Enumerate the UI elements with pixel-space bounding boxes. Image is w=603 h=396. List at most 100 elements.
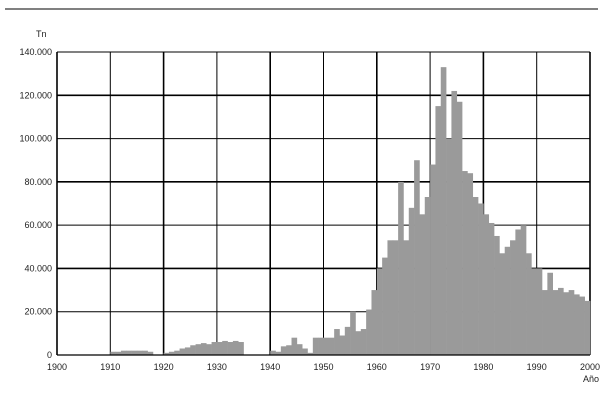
bar — [163, 352, 170, 355]
bar — [142, 350, 148, 355]
bar — [376, 268, 383, 355]
bar — [366, 309, 372, 355]
y-tick-label: 0 — [47, 350, 52, 360]
y-tick-label: 120.000 — [19, 90, 52, 100]
bar — [286, 345, 292, 355]
bar — [488, 222, 495, 355]
y-tick-label: 140.000 — [19, 47, 52, 57]
bar — [520, 225, 527, 355]
x-tick-label: 1980 — [473, 362, 493, 372]
bar — [211, 342, 218, 355]
bar — [568, 290, 575, 355]
bar — [216, 342, 223, 355]
bar — [547, 272, 553, 355]
bar — [302, 348, 308, 355]
bar — [451, 90, 458, 355]
bar — [307, 352, 314, 355]
x-tick-label: 1940 — [260, 362, 280, 372]
bar — [227, 342, 234, 355]
bar — [131, 350, 138, 355]
x-tick-label: 1950 — [313, 362, 333, 372]
bar — [435, 106, 442, 355]
bar — [174, 350, 180, 355]
bar — [232, 340, 239, 355]
bar — [115, 351, 122, 355]
bar — [312, 337, 319, 355]
bar — [382, 257, 388, 355]
bar — [328, 337, 335, 355]
bar — [222, 340, 228, 355]
bar — [206, 344, 212, 355]
bar — [120, 350, 127, 355]
bar — [558, 287, 564, 355]
bar — [136, 350, 143, 355]
bar — [584, 300, 591, 355]
bar — [184, 347, 191, 355]
bar — [392, 240, 399, 355]
bar — [147, 351, 154, 355]
x-tick-label: 1900 — [47, 362, 67, 372]
bar — [552, 290, 559, 355]
bar — [440, 67, 447, 356]
bar — [419, 214, 426, 355]
bar — [344, 326, 351, 355]
bar — [270, 350, 276, 355]
bar — [478, 203, 484, 355]
y-tick-label: 80.000 — [24, 177, 52, 187]
bar — [542, 290, 548, 355]
x-tick-label: 2000 — [580, 362, 600, 372]
y-tick-label: 40.000 — [24, 263, 52, 273]
bar — [499, 253, 506, 355]
bar — [408, 207, 415, 355]
bar — [563, 292, 569, 355]
bar — [195, 344, 202, 355]
bar — [504, 246, 511, 355]
bar — [339, 335, 346, 355]
bar — [414, 160, 420, 355]
bar — [280, 346, 287, 355]
x-tick-label: 1970 — [420, 362, 440, 372]
bar — [387, 240, 394, 355]
y-tick-label: 100.000 — [19, 134, 52, 144]
bar — [291, 337, 298, 355]
bar — [355, 331, 362, 355]
bar — [275, 351, 282, 355]
bar — [126, 350, 132, 355]
x-tick-label: 1990 — [527, 362, 547, 372]
bar — [238, 342, 244, 355]
bar — [323, 337, 330, 355]
x-tick-label: 1920 — [154, 362, 174, 372]
bar — [574, 294, 580, 355]
bar — [179, 348, 186, 355]
y-tick-label: 20.000 — [24, 307, 52, 317]
y-tick-labels: 0 20.000 40.000 60.000 80.000 100.000 120.000 1… — [19, 47, 52, 360]
x-tick-label: 1960 — [367, 362, 387, 372]
bar — [424, 197, 431, 355]
bar — [403, 240, 410, 355]
bar — [371, 290, 378, 355]
grid — [56, 51, 591, 355]
bar — [494, 235, 500, 355]
bar — [531, 268, 537, 355]
bar — [467, 173, 474, 355]
bar — [456, 101, 463, 356]
x-tick-label: 1910 — [100, 362, 120, 372]
y-tick-label: 60.000 — [24, 220, 52, 230]
bar — [350, 311, 356, 355]
bar — [483, 214, 490, 355]
bar — [334, 329, 340, 355]
y-axis-label: Tn — [36, 29, 47, 39]
bar — [296, 344, 303, 355]
bar — [398, 181, 404, 355]
bar — [515, 229, 522, 355]
bar — [360, 329, 367, 355]
x-tick-labels: 1900 1910 1920 1930 1940 1950 1960 1970 1980 1990… — [47, 362, 600, 372]
x-axis-label: Año — [583, 374, 599, 384]
x-tick-label: 1930 — [207, 362, 227, 372]
bar — [579, 296, 585, 355]
bar — [536, 268, 543, 355]
bar — [200, 343, 207, 355]
bar — [430, 164, 436, 355]
bar — [462, 171, 468, 355]
